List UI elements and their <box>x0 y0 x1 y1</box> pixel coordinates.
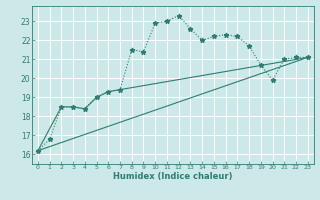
X-axis label: Humidex (Indice chaleur): Humidex (Indice chaleur) <box>113 172 233 181</box>
